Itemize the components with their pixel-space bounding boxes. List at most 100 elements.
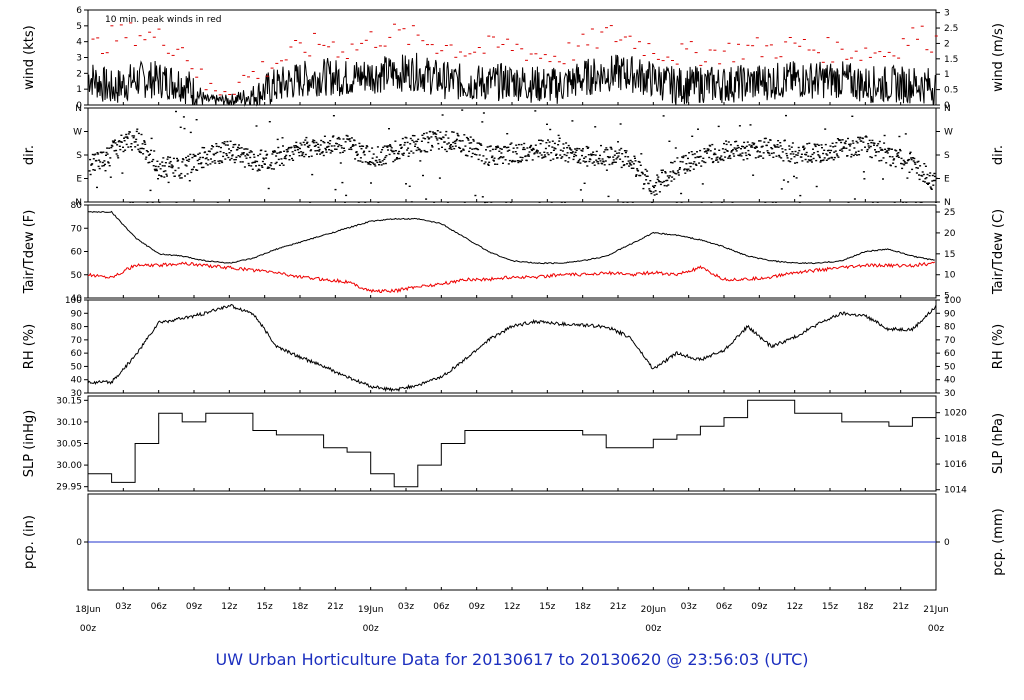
dir-point: [496, 145, 499, 147]
dir-point: [159, 168, 162, 170]
dir-point: [778, 156, 781, 158]
peak-wind-point: [557, 61, 561, 63]
dir-point: [365, 145, 368, 147]
dir-point: [124, 136, 127, 138]
dir-point: [765, 144, 768, 147]
dir-point: [796, 154, 799, 156]
dir-point: [504, 159, 507, 161]
dir-point: [198, 158, 201, 160]
dir-point: [311, 173, 314, 176]
dir-point: [585, 160, 588, 163]
dir-point: [928, 175, 931, 177]
peak-wind-point: [619, 39, 623, 41]
dir-point: [619, 123, 622, 125]
dir-point: [360, 148, 363, 150]
dir-point: [689, 170, 692, 172]
dir-point: [779, 142, 782, 144]
dir-point: [169, 156, 172, 159]
dir-point: [690, 162, 693, 164]
dir-point: [434, 135, 437, 138]
dir-point: [635, 174, 638, 176]
dir-point: [815, 185, 818, 188]
dir-point: [235, 156, 238, 158]
x-tick-label: 06z: [716, 602, 732, 612]
dir-point: [714, 148, 716, 150]
dir-point: [181, 161, 184, 163]
dir-point: [895, 150, 898, 152]
dir-point: [292, 153, 295, 155]
dir-point: [497, 158, 500, 160]
dir-point: [102, 164, 105, 167]
dir-point: [287, 148, 290, 150]
dir-point: [460, 151, 463, 153]
dir-point: [371, 157, 374, 159]
peak-wind-point: [802, 39, 806, 40]
y-tick-label: N: [75, 198, 82, 208]
dir-point: [342, 138, 345, 140]
dir-point: [144, 143, 147, 145]
dir-point: [933, 172, 936, 175]
dir-point: [121, 172, 124, 174]
dir-point: [566, 147, 569, 149]
dir-point: [717, 125, 720, 128]
dir-point: [132, 201, 134, 203]
dir-point: [883, 134, 886, 137]
dir-point: [617, 141, 619, 143]
dir-point: [274, 151, 277, 153]
dir-point: [252, 153, 255, 156]
peak-wind-point: [378, 45, 382, 47]
peak-wind-point: [496, 46, 500, 48]
dir-point: [490, 156, 493, 159]
dir-point: [615, 158, 618, 160]
peak-wind-point: [718, 63, 722, 65]
peak-wind-point: [769, 44, 773, 46]
dir-point: [252, 161, 255, 164]
dir-point: [97, 165, 100, 168]
dir-point: [277, 158, 280, 161]
dir-point: [384, 156, 387, 159]
peak-wind-point: [454, 56, 458, 58]
dir-point: [281, 162, 283, 165]
dir-point: [625, 150, 628, 152]
dir-point: [833, 156, 836, 159]
dir-point: [296, 145, 299, 148]
dir-point: [248, 164, 251, 167]
dir-point: [170, 164, 173, 166]
dir-point: [809, 160, 812, 162]
dir-point: [477, 148, 480, 151]
dir-point: [210, 148, 213, 150]
dir-point: [751, 142, 754, 144]
dir-point: [341, 181, 344, 184]
dir-point: [505, 201, 508, 203]
peak-wind-point: [911, 27, 915, 29]
dir-point: [478, 142, 481, 144]
dir-point: [398, 157, 401, 160]
dir-point: [296, 149, 299, 151]
dir-point: [659, 183, 662, 186]
dir-point: [553, 142, 556, 145]
dir-point: [716, 156, 719, 158]
dir-point: [923, 181, 926, 183]
dir-point: [216, 151, 219, 154]
dir-point: [182, 158, 185, 161]
dir-point: [159, 163, 162, 165]
y-tick-label: 6: [76, 6, 82, 16]
dir-point: [690, 151, 693, 153]
dir-point: [218, 162, 221, 164]
dir-point: [551, 140, 554, 142]
dir-point: [343, 150, 346, 152]
dir-point: [901, 163, 904, 165]
dir-point: [427, 141, 430, 144]
dir-point: [436, 130, 439, 132]
dir-point: [798, 201, 801, 203]
dir-point: [482, 155, 485, 157]
dir-point: [498, 157, 501, 159]
peak-wind-point: [110, 25, 114, 27]
peak-wind-point: [548, 61, 552, 63]
dir-point: [719, 159, 722, 161]
dir-point: [672, 171, 675, 174]
peak-wind-point: [741, 58, 745, 60]
dir-point: [613, 161, 616, 163]
dir-point: [114, 142, 117, 144]
dir-point: [509, 201, 512, 203]
